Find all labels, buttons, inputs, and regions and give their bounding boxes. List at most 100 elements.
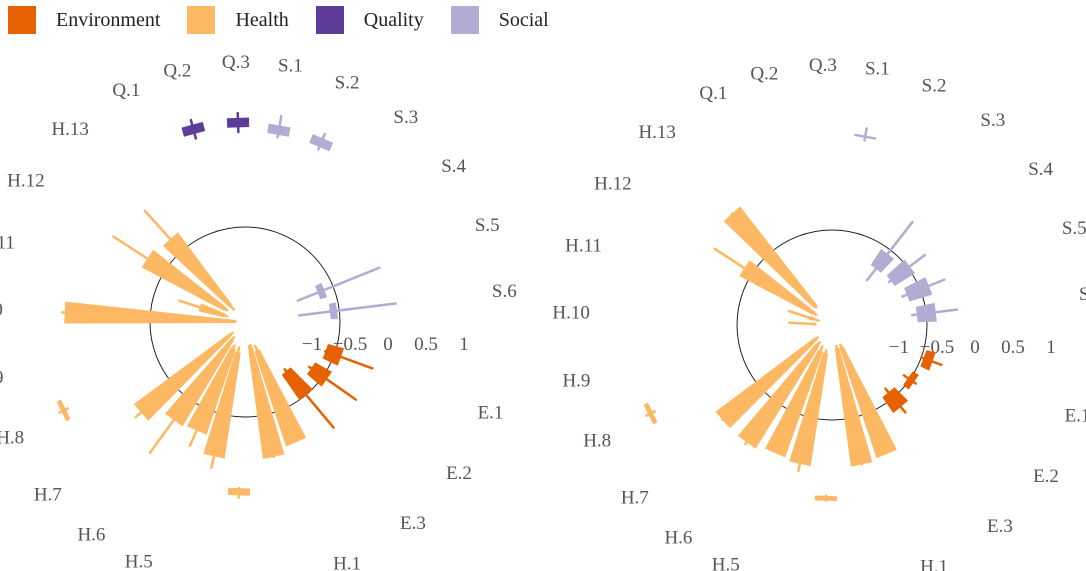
category-label-q-1: Q.1 [112, 80, 140, 101]
category-label-h-2: H.2 [285, 569, 313, 571]
bar-h-10[interactable] [64, 301, 236, 324]
radial-tick-label: −1 [889, 337, 909, 358]
bar-h-6[interactable] [165, 338, 234, 427]
bar-h-6[interactable] [737, 343, 820, 449]
bar-h-8[interactable] [56, 399, 71, 422]
category-label-h-12: H.12 [594, 174, 631, 195]
category-label-e-2: E.2 [446, 463, 472, 484]
category-label-s-1: S.1 [865, 59, 890, 80]
whisker-s-6 [297, 302, 398, 317]
bar-e-2[interactable] [307, 362, 332, 387]
category-label-h-7: H.7 [621, 487, 649, 508]
category-label-h-10: H.10 [552, 302, 589, 323]
bar-s-5[interactable] [315, 282, 328, 300]
category-label-e-3: E.3 [987, 516, 1013, 537]
bar-h-4[interactable] [789, 352, 829, 467]
category-label-h-11: H.11 [0, 232, 15, 253]
category-label-h-6: H.6 [77, 524, 105, 545]
bar-h-4[interactable] [203, 351, 241, 459]
whisker-s-5 [296, 266, 381, 302]
bar-e-2[interactable] [903, 371, 919, 390]
bar-h-13[interactable] [162, 232, 233, 308]
category-label-s-2: S.2 [335, 73, 360, 94]
bar-h-1[interactable] [839, 346, 897, 459]
category-label-e-3: E.3 [400, 513, 426, 534]
legend-label-quality: Quality [363, 8, 424, 31]
radial-chart-left: −1−0.500.51E.1E.2E.3H.1H.2H.3H.4H.5H.6H.… [0, 52, 517, 571]
legend-item-quality[interactable]: Quality [315, 6, 424, 34]
bar-e-1[interactable] [920, 350, 936, 371]
bar-s-1[interactable] [267, 123, 291, 137]
category-label-h-1: H.1 [920, 556, 948, 571]
bar-h-3[interactable] [814, 495, 837, 502]
radial-tick-label: −1 [302, 334, 322, 355]
category-label-s-5: S.5 [1062, 218, 1086, 239]
bar-s-5[interactable] [904, 277, 933, 302]
legend-swatch-health [187, 6, 216, 34]
bar-h-11[interactable] [198, 303, 226, 318]
radial-tick-label: 1 [1046, 337, 1056, 358]
category-label-s-6: S.6 [492, 281, 517, 302]
bar-s-3[interactable] [870, 248, 894, 273]
bar-h-7[interactable] [133, 333, 232, 421]
bar-s-6[interactable] [328, 302, 338, 320]
bar-h-12[interactable] [739, 260, 816, 315]
bar-e-1[interactable] [322, 344, 345, 366]
category-label-h-1: H.1 [333, 553, 361, 571]
category-label-s-1: S.1 [278, 56, 303, 77]
category-label-s-2: S.2 [922, 76, 947, 97]
bar-q-3[interactable] [226, 117, 250, 128]
legend-item-environment[interactable]: Environment [8, 6, 160, 34]
bar-s-6[interactable] [915, 302, 937, 323]
bar-e-3[interactable] [882, 387, 909, 414]
bar-h-8[interactable] [643, 402, 658, 425]
bar-h-5[interactable] [186, 347, 236, 435]
category-label-e-1: E.1 [1065, 405, 1086, 426]
category-label-s-3: S.3 [393, 107, 418, 128]
bar-h-11[interactable] [808, 315, 815, 321]
legend-swatch-environment [8, 6, 36, 34]
bar-h-2[interactable] [834, 347, 873, 467]
bar-s-4[interactable] [886, 259, 915, 286]
bar-h-2[interactable] [247, 344, 285, 459]
bar-h-12[interactable] [141, 249, 227, 311]
legend: Environment Health Quality Social [8, 6, 576, 34]
category-label-q-3: Q.3 [222, 52, 250, 73]
whisker-s-1 [863, 127, 868, 142]
legend-item-health[interactable]: Health [187, 6, 289, 34]
bar-h-13[interactable] [723, 206, 818, 309]
bar-h-10[interactable] [812, 322, 816, 326]
category-label-s-5: S.5 [475, 215, 500, 236]
category-label-q-3: Q.3 [809, 55, 837, 76]
category-label-h-7: H.7 [34, 484, 62, 505]
legend-swatch-quality [315, 6, 344, 34]
bar-h-5[interactable] [765, 350, 823, 458]
whisker-h-10 [788, 321, 817, 326]
category-label-h-9: H.9 [0, 367, 3, 388]
category-label-h-13: H.13 [51, 119, 88, 140]
bar-h-1[interactable] [254, 349, 307, 447]
category-label-s-4: S.4 [1028, 159, 1053, 180]
bar-q-2[interactable] [181, 121, 206, 137]
bar-e-3[interactable] [281, 367, 313, 401]
category-label-h-12: H.12 [7, 171, 44, 192]
legend-item-social[interactable]: Social [450, 6, 549, 34]
radial-tick-label: 0 [383, 334, 393, 355]
bar-s-2[interactable] [309, 134, 334, 152]
legend-label-health: Health [235, 8, 289, 31]
category-label-h-10: H.10 [0, 299, 3, 320]
bar-h-3[interactable] [228, 487, 251, 496]
category-label-h-11: H.11 [565, 235, 602, 256]
whisker-s-3 [865, 220, 914, 282]
bar-s-1[interactable] [854, 133, 877, 140]
category-label-h-5: H.5 [125, 552, 153, 571]
category-label-q-2: Q.2 [163, 61, 191, 82]
radial-tick-label: 0.5 [1001, 337, 1025, 358]
bar-h-7[interactable] [715, 337, 818, 429]
legend-label-social: Social [498, 8, 549, 31]
category-label-s-3: S.3 [980, 110, 1005, 131]
legend-swatch-social [450, 6, 479, 34]
category-label-h-4: H.4 [172, 568, 200, 571]
radial-tick-label: 0.5 [414, 334, 438, 355]
